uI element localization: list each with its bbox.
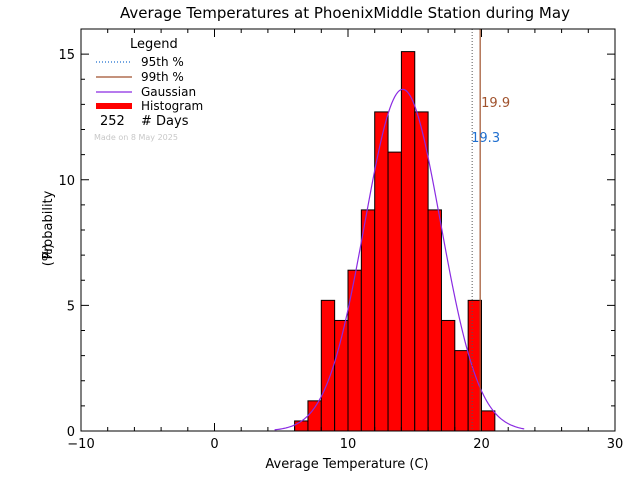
legend-footnote: Made on 8 May 2025 [94, 133, 178, 142]
legend-title: Legend [130, 37, 178, 52]
y-tick-label: 5 [67, 299, 75, 314]
x-tick-label: 10 [340, 437, 357, 452]
legend-label-95th: 95th % [141, 55, 184, 69]
legend-label-histogram: Histogram [141, 99, 203, 113]
histogram-bar [454, 350, 469, 432]
x-tick-label: 30 [607, 437, 624, 452]
y-tick-label: 10 [58, 174, 75, 189]
histogram-bar [427, 209, 442, 432]
legend-label-gaussian: Gaussian [141, 85, 196, 99]
legend-count-value: 252 [100, 114, 125, 129]
histogram-bar [481, 410, 496, 432]
chart-title: Average Temperatures at PhoenixMiddle St… [120, 4, 570, 22]
histogram-bar [440, 319, 456, 432]
y-axis-label-line1: Probability [41, 190, 56, 259]
histogram-bar [294, 420, 309, 432]
legend: Legend 95th % 99th % Gaussian Histogram … [94, 37, 203, 142]
histogram-bar [360, 209, 376, 432]
histogram-bar [347, 269, 362, 432]
y-axis-label-line2: (%) [41, 244, 56, 267]
histogram-bar [414, 111, 429, 432]
histogram-bar [307, 400, 322, 432]
p99-value-label: 19.9 [481, 96, 510, 111]
y-tick-label: 0 [67, 425, 75, 440]
gaussian-curve [274, 88, 525, 431]
x-tick-label: −10 [67, 437, 94, 452]
histogram-bar [320, 299, 336, 432]
x-axis-label: Average Temperature (C) [265, 457, 428, 472]
p95-value-label: 19.3 [471, 131, 500, 146]
histogram-bar [467, 299, 482, 432]
x-tick-label: 0 [210, 437, 218, 452]
histogram-bar [387, 151, 402, 432]
x-tick-label: 20 [473, 437, 490, 452]
legend-count-label: # Days [141, 114, 189, 129]
histogram-bar [400, 51, 416, 432]
y-tick-label: 15 [58, 48, 75, 63]
legend-label-99th: 99th % [141, 70, 184, 84]
